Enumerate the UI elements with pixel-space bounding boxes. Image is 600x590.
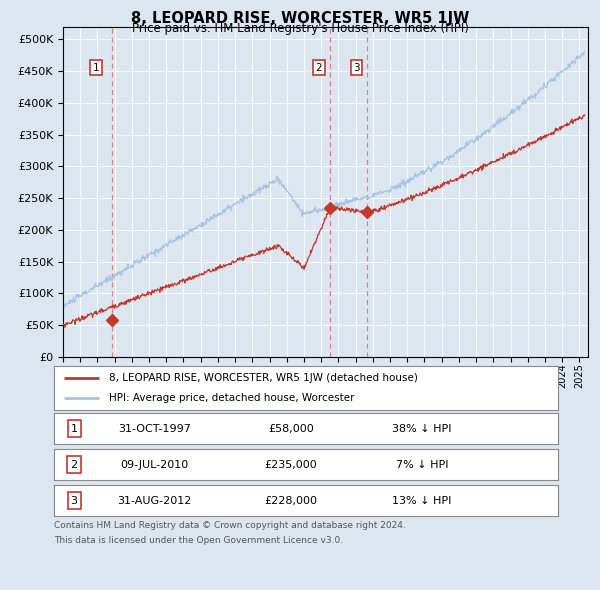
Text: 1: 1 [92, 63, 99, 73]
Text: This data is licensed under the Open Government Licence v3.0.: This data is licensed under the Open Gov… [54, 536, 343, 545]
Text: 09-JUL-2010: 09-JUL-2010 [121, 460, 189, 470]
Text: 7% ↓ HPI: 7% ↓ HPI [395, 460, 448, 470]
Text: 2: 2 [316, 63, 322, 73]
Text: 3: 3 [71, 496, 77, 506]
Text: Contains HM Land Registry data © Crown copyright and database right 2024.: Contains HM Land Registry data © Crown c… [54, 521, 406, 530]
Text: £235,000: £235,000 [265, 460, 317, 470]
Text: £58,000: £58,000 [268, 424, 314, 434]
Text: 3: 3 [353, 63, 360, 73]
Text: 8, LEOPARD RISE, WORCESTER, WR5 1JW: 8, LEOPARD RISE, WORCESTER, WR5 1JW [131, 11, 469, 25]
Text: 2: 2 [71, 460, 78, 470]
Text: 13% ↓ HPI: 13% ↓ HPI [392, 496, 452, 506]
Text: 8, LEOPARD RISE, WORCESTER, WR5 1JW (detached house): 8, LEOPARD RISE, WORCESTER, WR5 1JW (det… [109, 373, 418, 383]
Text: 31-AUG-2012: 31-AUG-2012 [118, 496, 192, 506]
Text: 1: 1 [71, 424, 77, 434]
Text: 31-OCT-1997: 31-OCT-1997 [118, 424, 191, 434]
Text: HPI: Average price, detached house, Worcester: HPI: Average price, detached house, Worc… [109, 393, 355, 402]
Text: Price paid vs. HM Land Registry's House Price Index (HPI): Price paid vs. HM Land Registry's House … [131, 22, 469, 35]
Text: 38% ↓ HPI: 38% ↓ HPI [392, 424, 452, 434]
Text: £228,000: £228,000 [265, 496, 317, 506]
